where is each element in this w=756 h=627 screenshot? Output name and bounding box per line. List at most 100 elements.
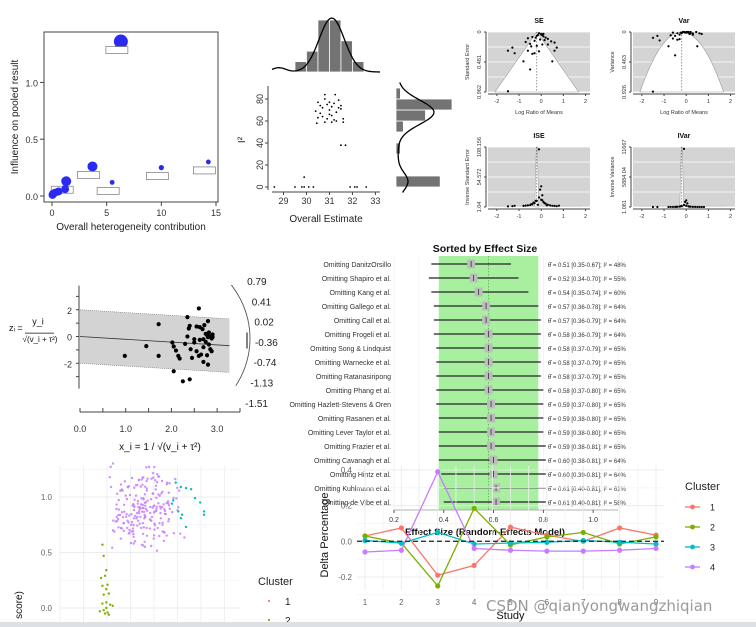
data-point (303, 176, 306, 179)
data-point-cluster-2 (103, 612, 107, 615)
data-point-cluster-4 (165, 481, 169, 484)
series-point-4 (507, 547, 514, 553)
x-tick-label: 1 (562, 99, 565, 105)
data-point-cluster-4 (143, 545, 147, 549)
legend-key (267, 618, 271, 622)
data-point-cluster-4 (152, 537, 155, 540)
data-point (513, 52, 516, 55)
estimate-text: θ̂ = 0.60 [0.38-0.81]; I² = 64% (548, 459, 627, 465)
data-point (334, 93, 337, 96)
data-point-cluster-4 (115, 503, 118, 506)
x-tick-label: 15 (211, 208, 221, 218)
estimate-text: θ̂ = 0.58 [0.37-0.80]; I² = 65% (548, 389, 627, 395)
data-point-cluster-3 (189, 488, 193, 491)
data-point (555, 205, 558, 208)
data-point (321, 115, 324, 118)
x-axis-label: Overall Estimate (289, 214, 363, 225)
series-point-4 (580, 548, 586, 554)
study-label: Omitting Kuhlmann et al. (314, 486, 391, 493)
data-point (48, 190, 57, 199)
data-point-cluster-2 (101, 602, 104, 605)
x-tick-label: 1 (363, 598, 368, 607)
x-tick-label: 2.0 (165, 424, 178, 434)
y-axis-label-numerator: y_i (32, 316, 44, 326)
data-point-cluster-4 (119, 537, 123, 540)
series-point-1 (398, 525, 404, 531)
data-point-cluster-4 (161, 530, 164, 533)
data-point-cluster-4 (165, 534, 168, 537)
y-tick-label: 11667 (622, 140, 628, 155)
legend-key-point (690, 504, 695, 510)
data-point-cluster-2 (102, 609, 105, 612)
data-point (337, 106, 340, 109)
data-point-cluster-4 (155, 496, 158, 499)
data-point (675, 205, 678, 208)
data-point (667, 205, 670, 209)
data-point-cluster-4 (148, 511, 152, 515)
data-point-cluster-4 (153, 504, 156, 507)
data-point-cluster-4 (147, 465, 151, 469)
data-point-cluster-4 (154, 479, 157, 482)
data-point (702, 205, 706, 209)
data-point (548, 204, 552, 207)
data-point (678, 33, 681, 36)
series-point-4 (398, 547, 404, 553)
data-point (158, 165, 164, 171)
data-point-cluster-4 (145, 489, 148, 492)
data-point-cluster-3 (184, 486, 188, 490)
data-point (541, 199, 544, 202)
data-point-cluster-4 (123, 480, 127, 483)
data-point-cluster-4 (130, 512, 133, 516)
data-point-cluster-4 (142, 506, 145, 510)
data-point (209, 349, 214, 354)
data-point (681, 30, 684, 34)
data-point-cluster-4 (136, 515, 139, 519)
data-point (144, 344, 149, 349)
data-point (333, 119, 335, 121)
x-tick-label: 0 (685, 214, 688, 220)
bottom-scrollbar[interactable] (0, 622, 756, 627)
data-point (317, 116, 319, 119)
radial-tick-label: -1.13 (250, 379, 273, 390)
x-tick-label: 5 (104, 208, 109, 218)
y-tick-label: 2 (67, 306, 72, 316)
data-point (342, 121, 345, 123)
data-point (192, 337, 197, 342)
panel-title: SE (534, 18, 544, 25)
series-point-2 (362, 533, 368, 539)
radial-tick-label: -1.51 (245, 399, 268, 410)
x-tick-label: 0 (685, 99, 688, 105)
data-point-cluster-4 (145, 534, 149, 537)
data-point (189, 355, 195, 360)
data-point-cluster-4 (127, 514, 131, 517)
data-point-cluster-4 (156, 526, 159, 530)
estimate-text: θ̂ = 0.58 [0.37-0.79]; I² = 65% (548, 347, 627, 353)
data-point (536, 34, 539, 37)
data-point (546, 37, 549, 40)
data-point-cluster-2 (103, 574, 107, 578)
data-point (544, 36, 547, 39)
radial-tick-label: -0.74 (254, 358, 277, 369)
data-point (337, 99, 340, 101)
data-point (674, 34, 677, 37)
density-curve-right (397, 82, 435, 193)
data-point-cluster-4 (161, 523, 164, 527)
data-point (526, 204, 530, 207)
data-point (187, 377, 192, 382)
data-point-cluster-4 (163, 509, 167, 513)
y-tick-label: 0.0 (25, 192, 38, 202)
data-point (526, 49, 530, 52)
histogram-bar (395, 98, 453, 111)
panel-title: Var (679, 18, 690, 25)
data-point-cluster-2 (105, 601, 108, 604)
estimate-text: θ̂ = 0.61 [0.40-0.81]; I² = 61% (548, 487, 627, 493)
lower-bound (79, 362, 230, 373)
data-point (542, 35, 545, 38)
x-tick-label: 9 (654, 598, 659, 607)
x-axis-label: Effect Size (Random-Effects Model) (405, 527, 565, 538)
data-point-cluster-4 (132, 486, 136, 489)
data-point-cluster-4 (127, 532, 131, 535)
data-point (294, 186, 296, 188)
y-axis-label: Inverse Variance (610, 157, 616, 198)
data-point (328, 113, 331, 116)
